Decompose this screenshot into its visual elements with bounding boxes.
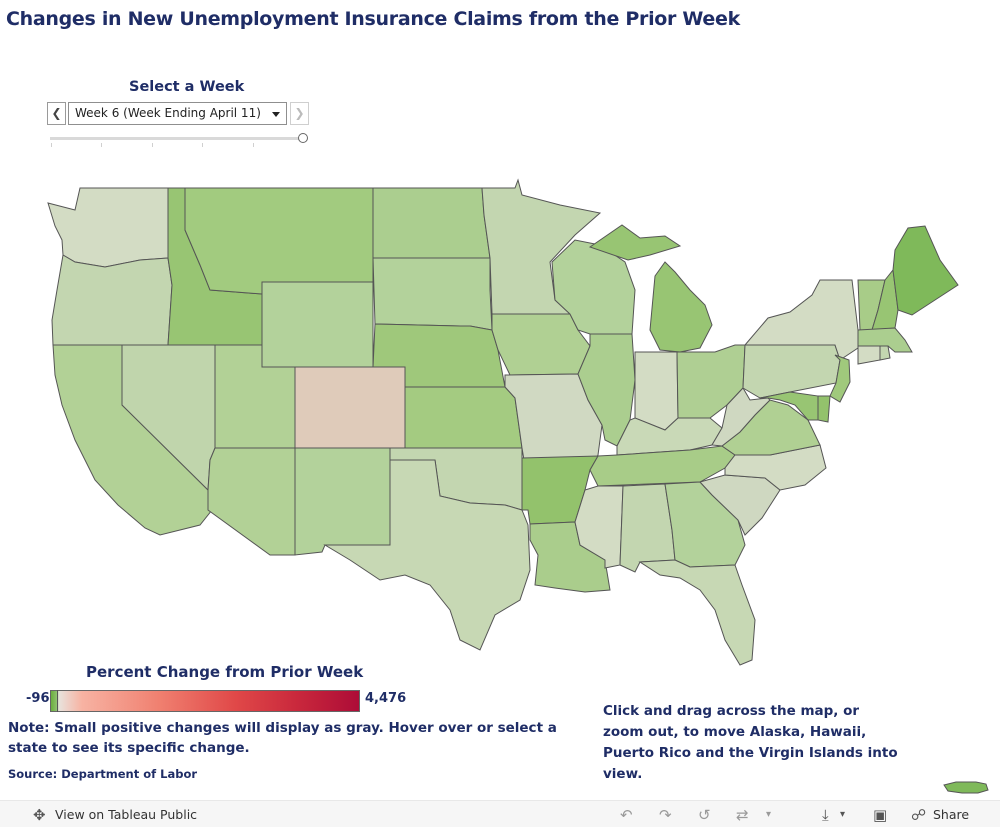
state-FL [638,559,756,666]
state-DE [817,395,831,423]
next-week-button[interactable]: ❯ [290,102,309,125]
chevron-down-icon[interactable]: ▾ [766,809,772,820]
revert-icon[interactable]: ↺ [698,806,711,824]
state-OR [51,254,173,346]
state-CO [294,366,406,449]
state-NY [743,279,859,361]
legend-min-label: -96 [26,691,50,706]
map-note: Note: Small positive changes will displa… [8,720,557,756]
state-NE [372,323,506,388]
week-filter-label: Select a Week [129,79,245,95]
state-TX [323,459,531,651]
us-state-map[interactable] [40,170,965,670]
tableau-logo-icon: ✥ [33,806,46,824]
state-KS [404,386,523,449]
tableau-toolbar: ✥ View on Tableau Public ↶ ↷ ↺ ⇄ ▾ ⤓ ▾ ▣… [0,800,1000,827]
color-legend-bar [50,690,360,712]
week-slider-thumb[interactable] [298,133,308,143]
slider-tick [152,143,153,147]
source-label: Source: Department of Labor [8,767,198,781]
share-button[interactable]: Share [933,807,970,822]
legend-max-label: 4,476 [365,691,407,706]
state-NJ [829,354,851,403]
legend-zero-marker [57,690,58,712]
state-MN [481,178,602,315]
refresh-icon[interactable]: ⇄ [736,806,749,824]
chevron-left-icon: ❮ [51,106,62,120]
state-MI [588,224,713,353]
state-ME [892,225,959,316]
state-WA [47,187,169,268]
state-WY [261,281,374,368]
redo-icon[interactable]: ↷ [659,806,672,824]
slider-tick [202,143,203,147]
state-MD [759,391,819,421]
chevron-right-icon: ❯ [294,106,305,120]
previous-week-button[interactable]: ❮ [47,102,66,125]
state-RI [879,345,891,361]
state-ND [372,187,491,259]
legend-title: Percent Change from Prior Week [86,663,364,681]
slider-tick [101,143,102,147]
week-slider-track[interactable] [50,137,302,140]
page-title: Changes in New Unemployment Insurance Cl… [6,8,740,30]
view-on-tableau-link[interactable]: View on Tableau Public [55,807,198,822]
share-icon[interactable]: ☍ [911,806,927,824]
week-dropdown[interactable]: Week 6 (Week Ending April 11) [68,102,287,125]
state-SD [372,257,493,331]
state-AZ [207,447,296,556]
caret-down-icon [272,112,280,117]
undo-icon[interactable]: ↶ [620,806,633,824]
chevron-down-icon[interactable]: ▾ [840,809,846,820]
state-WV [711,387,771,447]
state-IN [634,351,679,431]
state-PA [742,344,841,399]
slider-tick [253,143,254,147]
download-icon[interactable]: ⤓ [822,806,829,824]
state-CT [857,345,881,365]
state-IL [577,333,636,447]
map-hint: Click and drag across the map, or zoom o… [603,703,898,782]
week-dropdown-value: Week 6 (Week Ending April 11) [75,106,261,120]
slider-tick [51,143,52,147]
fullscreen-icon[interactable]: ▣ [873,806,888,824]
state-NM [294,447,391,556]
state-PR[interactable] [942,779,990,797]
state-MT [184,187,374,295]
